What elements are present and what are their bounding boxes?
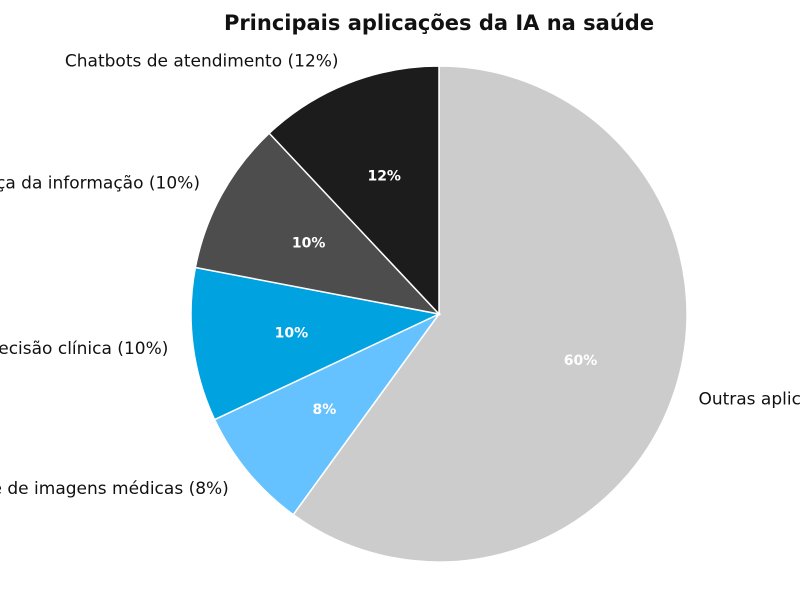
slice-category-label: Segurança da informação (10%) xyxy=(0,174,200,194)
pie-slice xyxy=(194,132,442,316)
slice-category-label: Chatbots de atendimento (12%) xyxy=(65,51,339,71)
slice-percent-label: 12% xyxy=(367,169,401,185)
pie-slices xyxy=(190,65,688,563)
pie-slice xyxy=(292,65,688,563)
slice-category-label: Apoio à decisão clínica (10%) xyxy=(0,339,168,359)
chart-title: Principais aplicações da IA na saúde xyxy=(224,11,654,35)
slice-percent-label: 8% xyxy=(312,402,336,418)
pie-slice xyxy=(213,313,440,516)
slice-category-label: Análise de imagens médicas (8%) xyxy=(0,479,229,499)
pie-slice xyxy=(190,266,442,421)
slice-percent-label: 10% xyxy=(292,235,326,251)
slice-percent-label: 60% xyxy=(564,353,598,369)
slice-percent-labels: 60% 8% 10% 10% 12% xyxy=(275,169,598,418)
pie-slice xyxy=(268,65,440,316)
slice-category-label: Outras aplicações xyxy=(698,389,800,409)
slice-category-labels: Outras aplicações Análise de imagens médi… xyxy=(0,51,800,499)
slice-percent-label: 10% xyxy=(275,326,309,342)
